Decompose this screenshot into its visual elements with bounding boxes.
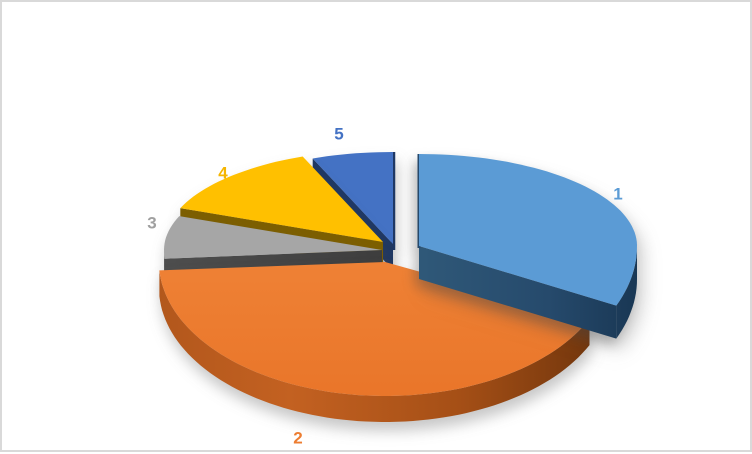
pie-slice-1[interactable] bbox=[417, 154, 637, 339]
slice-label-5[interactable]: 5 bbox=[334, 124, 344, 144]
slice-label-3[interactable]: 3 bbox=[147, 213, 157, 233]
slice-label-1[interactable]: 1 bbox=[613, 184, 623, 204]
slice-label-4[interactable]: 4 bbox=[218, 163, 228, 183]
slice-label-2[interactable]: 2 bbox=[293, 428, 303, 448]
